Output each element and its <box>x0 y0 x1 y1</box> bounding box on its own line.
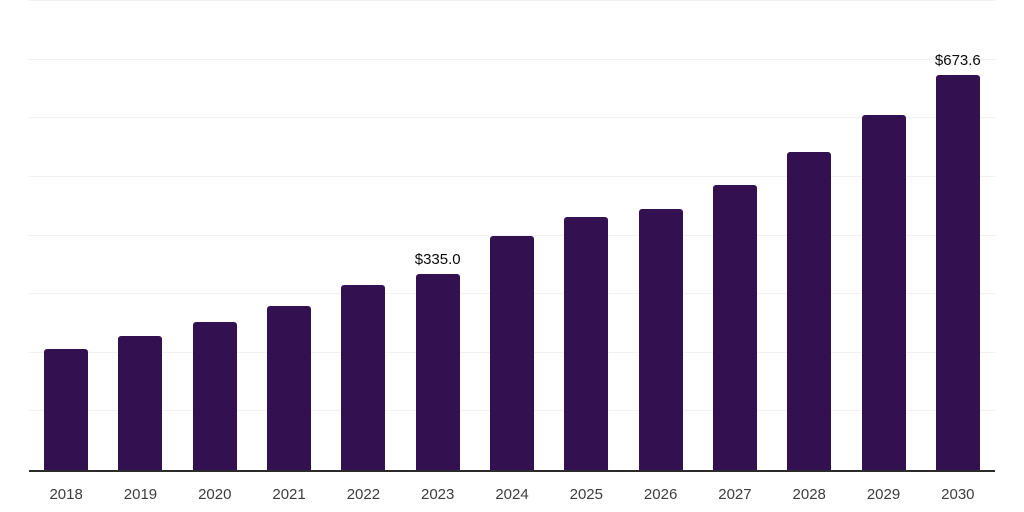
bar-2020[interactable] <box>192 322 237 470</box>
bar-2023[interactable] <box>415 273 460 470</box>
bar-2027[interactable] <box>712 184 757 470</box>
bar-2021[interactable] <box>267 305 312 470</box>
plot-area: $335.0 $673.6 <box>29 0 995 470</box>
x-axis-line <box>29 470 995 472</box>
bar-2025[interactable] <box>564 216 609 470</box>
x-tick-label-2028: 2028 <box>792 486 826 503</box>
value-label-2023: $335.0 <box>414 250 461 268</box>
bar-2022[interactable] <box>341 285 386 470</box>
x-tick-label-2019: 2019 <box>123 486 158 503</box>
gridline-500 <box>29 175 995 177</box>
x-tick-label-2025: 2025 <box>569 486 603 503</box>
gridline-400 <box>29 234 995 236</box>
bar-2018[interactable] <box>44 348 89 470</box>
gridline-700 <box>29 58 995 60</box>
bar-2029[interactable] <box>861 114 906 470</box>
x-tick-label-2020: 2020 <box>198 486 232 503</box>
x-tick-label-2029: 2029 <box>866 486 901 503</box>
value-label-2030: $673.6 <box>934 52 981 70</box>
bar-2024[interactable] <box>490 236 534 470</box>
x-tick-label-2022: 2022 <box>346 486 381 503</box>
bar-2028[interactable] <box>787 152 832 470</box>
x-tick-label-2030: 2030 <box>941 486 975 503</box>
x-tick-label-2027: 2027 <box>718 486 752 503</box>
x-tick-label-2026: 2026 <box>643 486 678 503</box>
gridline-600 <box>29 117 995 119</box>
bar-2030[interactable] <box>935 75 980 470</box>
gridline-800 <box>29 0 995 1</box>
bar-2019[interactable] <box>118 335 163 470</box>
x-tick-label-2024: 2024 <box>495 486 529 503</box>
x-tick-label-2023: 2023 <box>421 486 455 503</box>
bar-2026[interactable] <box>638 209 683 470</box>
x-tick-label-2018: 2018 <box>49 486 83 503</box>
x-tick-label-2021: 2021 <box>272 486 306 503</box>
